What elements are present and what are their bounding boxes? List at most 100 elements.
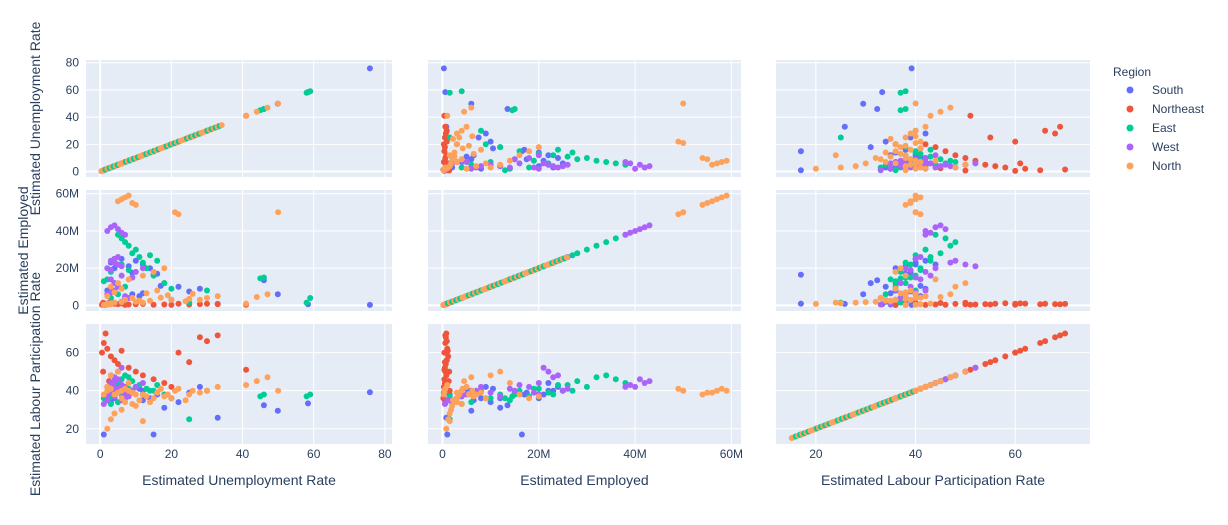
y-tick-label: 60 xyxy=(66,346,80,360)
data-point xyxy=(132,257,139,264)
data-point xyxy=(459,385,466,392)
legend-item-east: East xyxy=(1126,121,1177,135)
data-point xyxy=(125,380,132,386)
data-point xyxy=(982,301,989,308)
data-point xyxy=(860,100,867,107)
data-point xyxy=(107,416,114,423)
data-point xyxy=(917,159,924,165)
data-point xyxy=(832,299,839,306)
data-point xyxy=(506,157,513,164)
data-point xyxy=(257,275,264,282)
data-point xyxy=(189,290,196,297)
data-point xyxy=(887,135,894,142)
data-point xyxy=(1012,300,1019,307)
data-point xyxy=(877,301,884,308)
data-point xyxy=(882,283,889,290)
data-point xyxy=(504,106,511,112)
data-point xyxy=(947,374,954,381)
data-point xyxy=(463,159,470,165)
data-point xyxy=(1012,349,1019,356)
data-point xyxy=(442,385,449,392)
data-point xyxy=(887,165,894,172)
data-point xyxy=(902,280,909,287)
data-point xyxy=(526,383,533,390)
data-point xyxy=(932,276,939,283)
data-point xyxy=(917,282,924,289)
data-point xyxy=(860,291,867,298)
data-point xyxy=(627,382,634,388)
data-point xyxy=(680,100,687,107)
data-point xyxy=(443,338,450,345)
data-point xyxy=(475,134,482,141)
data-point xyxy=(545,380,552,386)
legend-label: North xyxy=(1152,159,1181,173)
data-point xyxy=(444,397,451,404)
data-point xyxy=(139,299,146,306)
data-point xyxy=(922,231,929,238)
data-point xyxy=(550,163,557,170)
data-point xyxy=(927,382,934,388)
data-point xyxy=(887,290,894,297)
data-point xyxy=(593,374,600,381)
data-point xyxy=(897,280,904,287)
panel-background xyxy=(428,324,741,444)
data-point xyxy=(478,395,484,402)
data-point xyxy=(154,287,161,294)
data-point xyxy=(704,156,711,163)
data-point xyxy=(175,300,182,307)
data-point xyxy=(1022,345,1029,352)
legend-item-south: South xyxy=(1126,83,1183,97)
data-point xyxy=(1012,138,1019,145)
data-point xyxy=(841,123,848,130)
data-point xyxy=(443,349,450,356)
data-point xyxy=(912,209,919,216)
data-point xyxy=(463,153,470,160)
data-point xyxy=(902,265,909,272)
data-point xyxy=(897,89,904,96)
data-point xyxy=(932,224,939,231)
data-point xyxy=(902,272,909,279)
data-point xyxy=(458,88,465,95)
x-tick-label: 0 xyxy=(439,447,446,461)
data-point xyxy=(942,161,949,168)
y-tick-label: 60 xyxy=(66,83,80,97)
data-point xyxy=(603,239,610,246)
data-point xyxy=(646,222,653,229)
data-point xyxy=(962,161,969,168)
y-tick-label: 20M xyxy=(56,261,79,275)
data-point xyxy=(927,112,934,119)
data-point xyxy=(161,265,168,272)
data-point xyxy=(1002,300,1009,307)
data-point xyxy=(545,161,552,168)
data-point xyxy=(902,106,909,112)
data-point xyxy=(157,385,164,392)
data-point xyxy=(907,200,914,206)
data-point xyxy=(917,164,924,171)
data-point xyxy=(530,389,537,396)
data-point xyxy=(453,141,460,148)
data-point xyxy=(218,122,225,129)
data-point xyxy=(115,280,121,287)
data-point xyxy=(902,259,909,266)
data-point xyxy=(713,160,720,167)
data-point xyxy=(812,165,819,172)
data-point xyxy=(887,160,894,167)
data-point xyxy=(161,404,168,411)
data-point xyxy=(487,372,494,379)
data-point xyxy=(303,299,310,306)
data-point xyxy=(622,159,629,165)
data-point xyxy=(463,123,470,130)
data-point xyxy=(444,112,451,119)
data-point xyxy=(897,265,904,272)
data-point xyxy=(583,155,590,161)
data-point xyxy=(902,134,909,141)
data-point xyxy=(275,209,282,216)
data-point xyxy=(107,385,114,392)
data-point xyxy=(506,385,513,392)
data-point xyxy=(468,407,475,414)
data-point xyxy=(100,401,107,407)
data-point xyxy=(952,164,959,171)
x-tick-label: 40M xyxy=(623,447,646,461)
data-point xyxy=(115,361,121,367)
data-point xyxy=(214,301,221,308)
